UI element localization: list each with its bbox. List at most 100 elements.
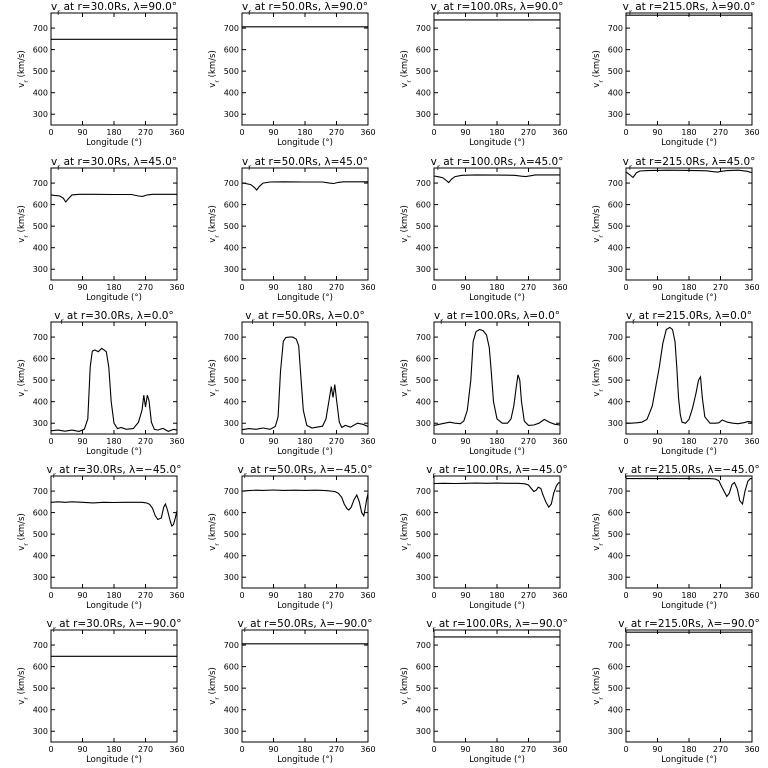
panel-title-main: v [47,618,53,630]
y-axis-label: vr (km/s) [208,513,221,551]
y-axis-label: vr (km/s) [208,359,221,397]
y-tick-label: 400 [224,552,239,561]
y-axis-label-main: v [400,546,410,551]
x-tick-label: 90 [77,591,87,600]
y-tick-label: 300 [608,419,623,428]
y-tick-label: 300 [608,573,623,582]
x-tick-label: 360 [360,128,375,137]
y-axis-label-rest: (km/s) [400,359,410,389]
x-tick-label: 270 [138,128,153,137]
panel-title-rest: at r=100.0Rs, λ=0.0° [443,310,560,322]
y-axis-label-rest: (km/s) [592,205,602,235]
y-axis-label-rest: (km/s) [208,667,218,697]
x-tick-label: 180 [489,437,504,446]
y-axis-label-rest: (km/s) [208,50,218,80]
panel-title: vr at r=30.0Rs, λ=−45.0° [47,464,182,480]
plot-frame [625,629,753,743]
x-tick-label: 270 [329,128,344,137]
x-tick-label: 360 [552,128,567,137]
y-axis-label: vr (km/s) [17,50,30,88]
panel-title-main: v [623,1,629,13]
panel-title-main: v [426,618,432,630]
y-axis-label-rest: (km/s) [400,667,410,697]
y-tick-label: 600 [33,355,48,364]
y-tick-label: 700 [416,333,431,342]
x-tick-label: 270 [521,591,536,600]
y-tick-label: 700 [608,333,623,342]
y-tick-label: 500 [33,376,48,385]
y-tick-label: 500 [33,684,48,693]
y-tick-label: 300 [224,110,239,119]
x-tick-label: 180 [297,283,312,292]
panel-title-main: v [245,310,251,322]
panel: vr at r=30.0Rs, λ=0.0°0 90 180 270 360300400… [17,310,185,457]
x-axis-label: Longitude (°) [86,138,142,148]
y-axis-label-rest: (km/s) [17,513,27,543]
panel-title-sub: r [53,471,57,480]
y-axis-label: vr (km/s) [17,359,30,397]
y-tick-label: 300 [224,573,239,582]
y-axis-label-rest: (km/s) [400,513,410,543]
panel-title-rest: at r=30.0Rs, λ=−45.0° [56,464,182,476]
panel-title-rest: at r=30.0Rs, λ=−90.0° [56,618,182,630]
panel-title-sub: r [629,8,633,17]
y-axis-label-main: v [17,546,27,551]
panel-title-sub: r [248,163,252,172]
y-tick-label: 500 [33,222,48,231]
panel-title-main: v [434,310,440,322]
y-tick-label: 300 [416,110,431,119]
y-tick-label: 500 [416,684,431,693]
x-axis-label: Longitude (°) [469,447,525,457]
x-tick-label: 180 [297,591,312,600]
x-tick-label: 0 [623,128,628,137]
x-tick-label: 90 [77,283,87,292]
y-axis-label-sub: r [213,80,221,83]
x-tick-label: 90 [77,437,87,446]
x-tick-label: 270 [329,591,344,600]
y-tick-label: 700 [224,487,239,496]
y-tick-label: 700 [416,641,431,650]
y-tick-label: 600 [416,355,431,364]
x-tick-label: 270 [138,437,153,446]
series-line [51,501,177,527]
y-tick-label: 700 [224,333,239,342]
panel: vr at r=215.0Rs, λ=0.0°0 90 180 270 36030040… [592,310,760,457]
y-tick-label: 700 [33,641,48,650]
x-axis-label: Longitude (°) [661,601,717,611]
x-tick-label: 180 [681,283,696,292]
y-axis-label-main: v [17,238,27,243]
y-tick-label: 400 [224,244,239,253]
x-tick-label: 90 [652,745,662,754]
y-axis-label-rest: (km/s) [592,359,602,389]
panel-title: vr at r=30.0Rs, λ=−90.0° [47,618,182,634]
y-axis-label-main: v [208,392,218,397]
panel-title: vr at r=50.0Rs, λ=−90.0° [238,618,373,634]
y-tick-label: 300 [416,573,431,582]
x-tick-label: 0 [48,591,53,600]
x-tick-label: 90 [652,283,662,292]
x-tick-label: 90 [460,128,470,137]
y-axis-label-main: v [592,546,602,551]
panel-title-sub: r [244,625,248,634]
y-axis-label-rest: (km/s) [208,205,218,235]
x-tick-label: 0 [48,745,53,754]
x-tick-label: 0 [239,283,244,292]
series-line [242,489,368,518]
y-axis-label-main: v [400,700,410,705]
x-axis-label: Longitude (°) [661,293,717,303]
panel-title-sub: r [437,8,441,17]
series-line [626,477,752,506]
y-axis-label-sub: r [22,389,30,392]
x-tick-label: 0 [431,437,436,446]
panel-title: vr at r=100.0Rs, λ=90.0° [431,1,564,17]
y-tick-label: 400 [224,398,239,407]
x-tick-label: 90 [268,591,278,600]
panel-title-main: v [54,310,60,322]
panel-title-rest: at r=50.0Rs, λ=90.0° [251,1,368,13]
panel-title-rest: at r=100.0Rs, λ=45.0° [440,156,563,168]
y-tick-label: 500 [224,376,239,385]
y-tick-label: 700 [224,179,239,188]
panel-title-rest: at r=215.0Rs, λ=0.0° [635,310,752,322]
panel: vr at r=50.0Rs, λ=90.0°0 90 180 270 36030040… [208,1,376,148]
x-tick-label: 360 [169,591,184,600]
